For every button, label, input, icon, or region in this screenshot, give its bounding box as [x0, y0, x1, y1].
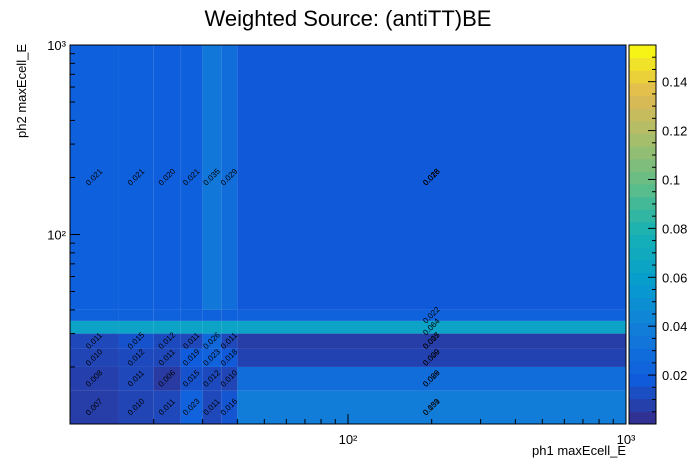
heatmap-cell — [221, 320, 238, 334]
heatmap-cell — [153, 366, 181, 391]
heatmap-cell — [180, 333, 203, 349]
colorbar-segment — [629, 158, 656, 172]
colorbar-segment — [629, 373, 656, 387]
y-tick-label: 10³ — [47, 38, 66, 53]
x-tick-label: 10³ — [617, 432, 636, 447]
heatmap-cell — [180, 320, 203, 334]
colorbar-segment — [629, 285, 656, 299]
heatmap-cell — [153, 320, 181, 334]
heatmap-cell — [153, 45, 181, 310]
heatmap-cell — [118, 366, 154, 391]
heatmap-cell — [153, 348, 181, 367]
heatmap-cell — [237, 45, 626, 310]
heatmap-cell — [202, 390, 222, 424]
heatmap-cell — [221, 366, 238, 391]
colorbar-segment — [629, 259, 656, 273]
colorbar-segment — [629, 45, 656, 59]
x-axis-label: ph1 maxEcell_E — [532, 443, 626, 458]
colorbar-tick-label: 0.06 — [662, 270, 687, 285]
colorbar-segment — [629, 272, 656, 286]
heatmap-cell — [70, 390, 119, 424]
heatmap-cell — [70, 366, 119, 391]
heatmap-cell — [202, 45, 222, 310]
heatmap-cell — [70, 348, 119, 367]
colorbar-segment — [629, 95, 656, 109]
heatmap-cell — [153, 309, 181, 321]
colorbar-segment — [629, 57, 656, 71]
heatmap-cell — [118, 309, 154, 321]
heatmap-cell — [237, 348, 626, 367]
heatmap-cell — [237, 309, 626, 321]
heatmap-cell — [221, 348, 238, 367]
colorbar-segment — [629, 221, 656, 235]
axes: 10² 10³ 10² 10³ — [47, 38, 636, 447]
colorbar-segment — [629, 183, 656, 198]
heatmap-cell — [221, 45, 238, 310]
heatmap-cell — [118, 320, 154, 334]
heatmap-cell — [237, 366, 626, 391]
colorbar-segment — [629, 247, 656, 261]
colorbar-segment — [629, 348, 656, 362]
colorbar-tick-label: 0.02 — [662, 368, 687, 383]
colorbar-segment — [629, 108, 656, 122]
heatmap-cell — [118, 333, 154, 349]
colorbar-segment — [629, 82, 656, 97]
heatmap-cell — [237, 333, 626, 349]
colorbar-segment — [629, 70, 656, 84]
colorbar-tick-label: 0.04 — [662, 319, 687, 334]
colorbar-segment — [629, 386, 656, 400]
colorbar-segment — [629, 322, 656, 337]
heatmap-cell — [237, 320, 626, 334]
colorbar-segment — [629, 297, 656, 311]
colorbar-segment — [629, 398, 656, 412]
colorbar-segment — [629, 360, 656, 374]
heatmap-cell — [202, 348, 222, 367]
heatmap-cell — [70, 333, 119, 349]
colorbar-frame — [628, 44, 657, 425]
heatmap-cell — [180, 366, 203, 391]
colorbar-segment — [629, 335, 656, 349]
colorbar-segment — [629, 120, 656, 134]
heatmap-cell — [202, 320, 222, 334]
heatmap-cell — [153, 390, 181, 424]
colorbar-tick-label: 0.08 — [662, 221, 687, 236]
heatmap-cell — [180, 309, 203, 321]
colorbar-segment — [629, 310, 656, 324]
heatmap-cell — [221, 309, 238, 321]
heatmap-cell — [202, 366, 222, 391]
heatmap-cell — [180, 348, 203, 367]
heatmap-cell — [202, 333, 222, 349]
heatmap-cell — [180, 390, 203, 424]
colorbar-segment — [629, 411, 656, 425]
colorbar-segment — [629, 146, 656, 160]
heatmap-cell — [180, 45, 203, 310]
heatmap-cell — [70, 45, 119, 310]
colorbar-segment — [629, 209, 656, 223]
y-axis-label: ph2 maxEcell_E — [14, 44, 29, 138]
heatmap-cell — [153, 333, 181, 349]
heatmap-cell — [237, 390, 626, 424]
heatmap-cell — [221, 390, 238, 424]
heatmap-cell — [221, 333, 238, 349]
heatmap-cell — [70, 320, 119, 334]
colorbar-segment — [629, 133, 656, 147]
heatmap-cell — [118, 390, 154, 424]
heatmap-cell — [118, 348, 154, 367]
colorbar: 0.02 0.04 0.06 0.08 0.1 0.12 0.14 — [628, 44, 687, 425]
colorbar-tick-label: 0.1 — [662, 172, 680, 187]
heatmap-cell — [70, 309, 119, 321]
colorbar-tick-label: 0.14 — [662, 75, 687, 90]
heatmap-cell — [118, 45, 154, 310]
colorbar-segment — [629, 234, 656, 248]
x-tick-label: 10² — [339, 432, 358, 447]
heatmap-cell — [202, 309, 222, 321]
colorbar-segment — [629, 171, 656, 185]
y-tick-label: 10² — [47, 228, 66, 243]
colorbar-tick-label: 0.12 — [662, 124, 687, 139]
colorbar-segment — [629, 196, 656, 210]
chart-title: Weighted Source: (antiTT)BE — [205, 6, 492, 31]
